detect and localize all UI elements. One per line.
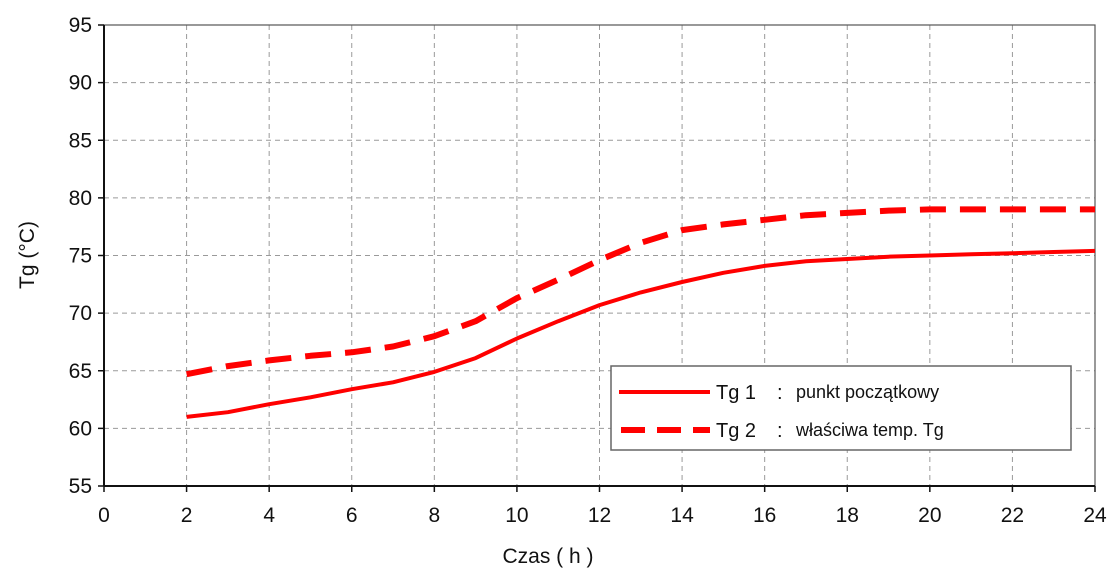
x-tick-label: 0 (98, 504, 110, 527)
y-tick-label: 60 (69, 417, 92, 440)
x-tick-label: 16 (753, 504, 776, 527)
y-tick-label: 75 (69, 245, 92, 268)
x-tick-label: 14 (670, 504, 694, 527)
x-tick-label: 24 (1083, 504, 1107, 527)
x-tick-label: 10 (505, 504, 528, 527)
y-tick-label: 55 (69, 475, 92, 498)
legend-desc-tg1: punkt początkowy (796, 382, 939, 402)
x-tick-label: 2 (181, 504, 193, 527)
x-tick-label: 6 (346, 504, 358, 527)
x-axis-title: Czas ( h ) (502, 545, 593, 568)
legend-label-tg2: Tg 2 (716, 420, 756, 442)
y-tick-label: 65 (69, 360, 92, 383)
x-tick-label: 8 (428, 504, 440, 527)
y-axis-title: Tg (°C) (16, 221, 39, 289)
x-tick-label: 12 (588, 504, 611, 527)
legend-label-tg1: Tg 1 (716, 382, 756, 404)
x-tick-label: 22 (1001, 504, 1024, 527)
series-line-2 (186, 206, 1095, 378)
legend: Tg 1 : punkt początkowy Tg 2 : właściwa … (610, 365, 1072, 451)
y-tick-label: 70 (69, 302, 92, 325)
y-tick-label: 85 (69, 129, 92, 152)
series-line-1 (186, 248, 1096, 419)
y-tick-label: 80 (69, 187, 92, 210)
grid-layer (104, 25, 1095, 486)
legend-separator-tg2: : (777, 420, 783, 442)
legend-desc-tg2: właściwa temp. Tg (795, 420, 944, 440)
x-tick-label: 18 (836, 504, 859, 527)
legend-separator-tg1: : (777, 382, 783, 404)
x-tick-label: 4 (263, 504, 275, 527)
x-tick-label: 20 (918, 504, 941, 527)
series-layer (186, 206, 1096, 419)
legend-box (610, 365, 1072, 451)
y-tick-label: 90 (69, 72, 92, 95)
y-tick-label: 95 (69, 14, 92, 37)
